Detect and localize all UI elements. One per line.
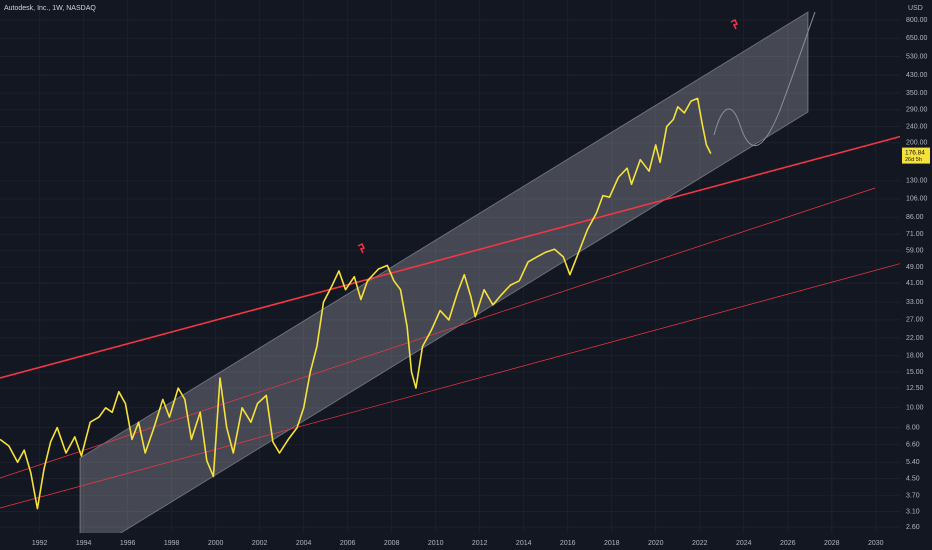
y-tick-label: 12.50 <box>906 385 924 392</box>
axes: 800.00 650.00 530.00 430.00 350.00 290.00 240.… <box>32 17 930 547</box>
y-tick-label: 3.10 <box>906 508 920 515</box>
y-tick-label: 5.40 <box>906 459 920 466</box>
projection <box>713 11 816 147</box>
y-tick-label: 71.00 <box>906 231 924 238</box>
y-tick-label: 10.00 <box>906 405 924 412</box>
marker <box>730 18 739 30</box>
x-tick-label: 2026 <box>780 540 796 547</box>
y-tick-label: 530.00 <box>906 53 928 60</box>
x-tick-label: 1992 <box>32 540 48 547</box>
y-tick-label: 27.00 <box>906 317 924 324</box>
x-tick-label: 2012 <box>472 540 488 547</box>
y-tick-label: 200.00 <box>906 140 928 147</box>
x-tick-label: 2020 <box>648 540 664 547</box>
x-tick-label: 2018 <box>604 540 620 547</box>
y-tick-label: 86.00 <box>906 214 924 221</box>
x-tick-label: 2022 <box>692 540 708 547</box>
price-badge <box>902 147 930 164</box>
y-tick-label: 4.50 <box>906 475 920 482</box>
y-tick-label: 650.00 <box>906 35 928 42</box>
y-tick-label: 290.00 <box>906 107 928 114</box>
price-line <box>0 97 712 510</box>
y-tick-label: 41.00 <box>906 280 924 287</box>
y-tick-label: 430.00 <box>906 72 928 79</box>
price-label: 176.84 <box>905 149 925 156</box>
y-tick-label: 350.00 <box>906 90 928 97</box>
y-tick-label: 2.60 <box>906 524 920 531</box>
y-tick-label: 130.00 <box>906 178 928 185</box>
countdown: 26d 5h <box>905 157 922 163</box>
y-tick-label: 33.00 <box>906 299 924 306</box>
y-tick-label: 59.00 <box>906 248 924 255</box>
trend-line <box>0 263 900 509</box>
y-tick-label: 6.60 <box>906 441 920 448</box>
y-tick-label: 240.00 <box>906 123 928 130</box>
y-tick-label: 22.00 <box>906 335 924 342</box>
x-tick-label: 2008 <box>384 540 400 547</box>
x-tick-label: 1994 <box>76 540 92 547</box>
x-tick-label: 2004 <box>296 540 312 547</box>
x-tick-label: 1998 <box>164 540 180 547</box>
grid <box>0 0 900 533</box>
x-tick-label: 2010 <box>428 540 444 547</box>
x-tick-label: 2030 <box>868 540 884 547</box>
y-tick-label: 106.00 <box>906 196 928 203</box>
drawings <box>0 11 900 533</box>
y-tick-label: 800.00 <box>906 17 928 24</box>
y-tick-label: 15.00 <box>906 369 924 376</box>
y-tick-label: 3.70 <box>906 493 920 500</box>
chart-title: Autodesk, Inc., 1W, NASDAQ <box>4 5 96 12</box>
channel <box>79 11 809 533</box>
x-tick-label: 2024 <box>736 540 752 547</box>
trend-line <box>0 187 876 479</box>
x-tick-label: 2000 <box>208 540 224 547</box>
x-tick-label: 2028 <box>824 540 840 547</box>
x-tick-label: 2014 <box>516 540 532 547</box>
marker <box>357 242 366 254</box>
axis-label: USD <box>908 5 923 12</box>
y-tick-label: 8.00 <box>906 424 920 431</box>
series <box>0 97 712 510</box>
x-tick-label: 2006 <box>340 540 356 547</box>
y-tick-label: 49.00 <box>906 264 924 271</box>
x-tick-label: 2002 <box>252 540 268 547</box>
x-tick-label: 2016 <box>560 540 576 547</box>
y-tick-label: 18.00 <box>906 353 924 360</box>
x-tick-label: 1996 <box>120 540 136 547</box>
trend-line <box>0 135 900 379</box>
